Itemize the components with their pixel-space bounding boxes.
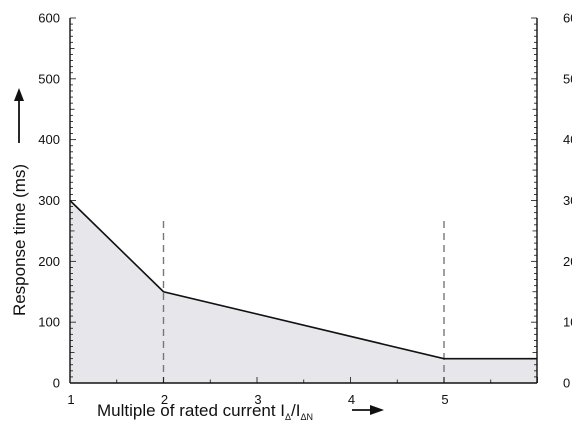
y-tick-label: 600	[38, 11, 60, 26]
y-tick-label: 100	[38, 315, 60, 330]
y-tick-label: 0	[53, 376, 60, 391]
y-axis-label: Response time (ms)	[10, 164, 29, 316]
right-tick-label: 600	[563, 11, 572, 26]
y-tick-label: 500	[38, 71, 60, 86]
right-tick-label: 0	[563, 376, 570, 391]
x-axis-label-mid: /I	[291, 401, 300, 420]
y-tick-label: 300	[38, 193, 60, 208]
right-tick-label: 300	[563, 193, 572, 208]
y-axis-arrow-icon	[14, 88, 24, 143]
x-axis-ticks: 1 2 3 4 5	[67, 392, 448, 407]
x-tick-label: 4	[348, 392, 355, 407]
right-tick-label: 100	[563, 315, 572, 330]
right-tick-label: 500	[563, 71, 572, 86]
response-area-fill	[70, 200, 537, 383]
y-tick-label: 400	[38, 132, 60, 147]
right-axis-ticks: 0 100 200 300 400 500 600	[563, 11, 572, 391]
right-arrow-head	[370, 405, 384, 415]
y-tick-label: 200	[38, 254, 60, 269]
response-curve	[69, 199, 537, 360]
x-tick-label: 1	[67, 392, 74, 407]
x-tick-label: 5	[441, 392, 448, 407]
x-axis-arrow-icon	[352, 405, 384, 415]
up-arrow-head	[14, 88, 24, 101]
x-tick-label: 2	[161, 392, 168, 407]
x-tick-label: 3	[254, 392, 261, 407]
right-tick-label: 400	[563, 132, 572, 147]
x-axis-label-sub2: ΔN	[301, 412, 314, 422]
x-axis-label-sub1: Δ	[285, 412, 291, 422]
x-axis-label: Multiple of rated current IΔ/IΔN	[97, 401, 313, 422]
axes	[69, 17, 538, 384]
x-axis-label-main: Multiple of rated current I	[97, 401, 285, 420]
y-axis-ticks: 0 100 200 300 400 500 600	[38, 11, 60, 391]
reference-lines	[162, 221, 445, 383]
right-tick-label: 200	[563, 254, 572, 269]
